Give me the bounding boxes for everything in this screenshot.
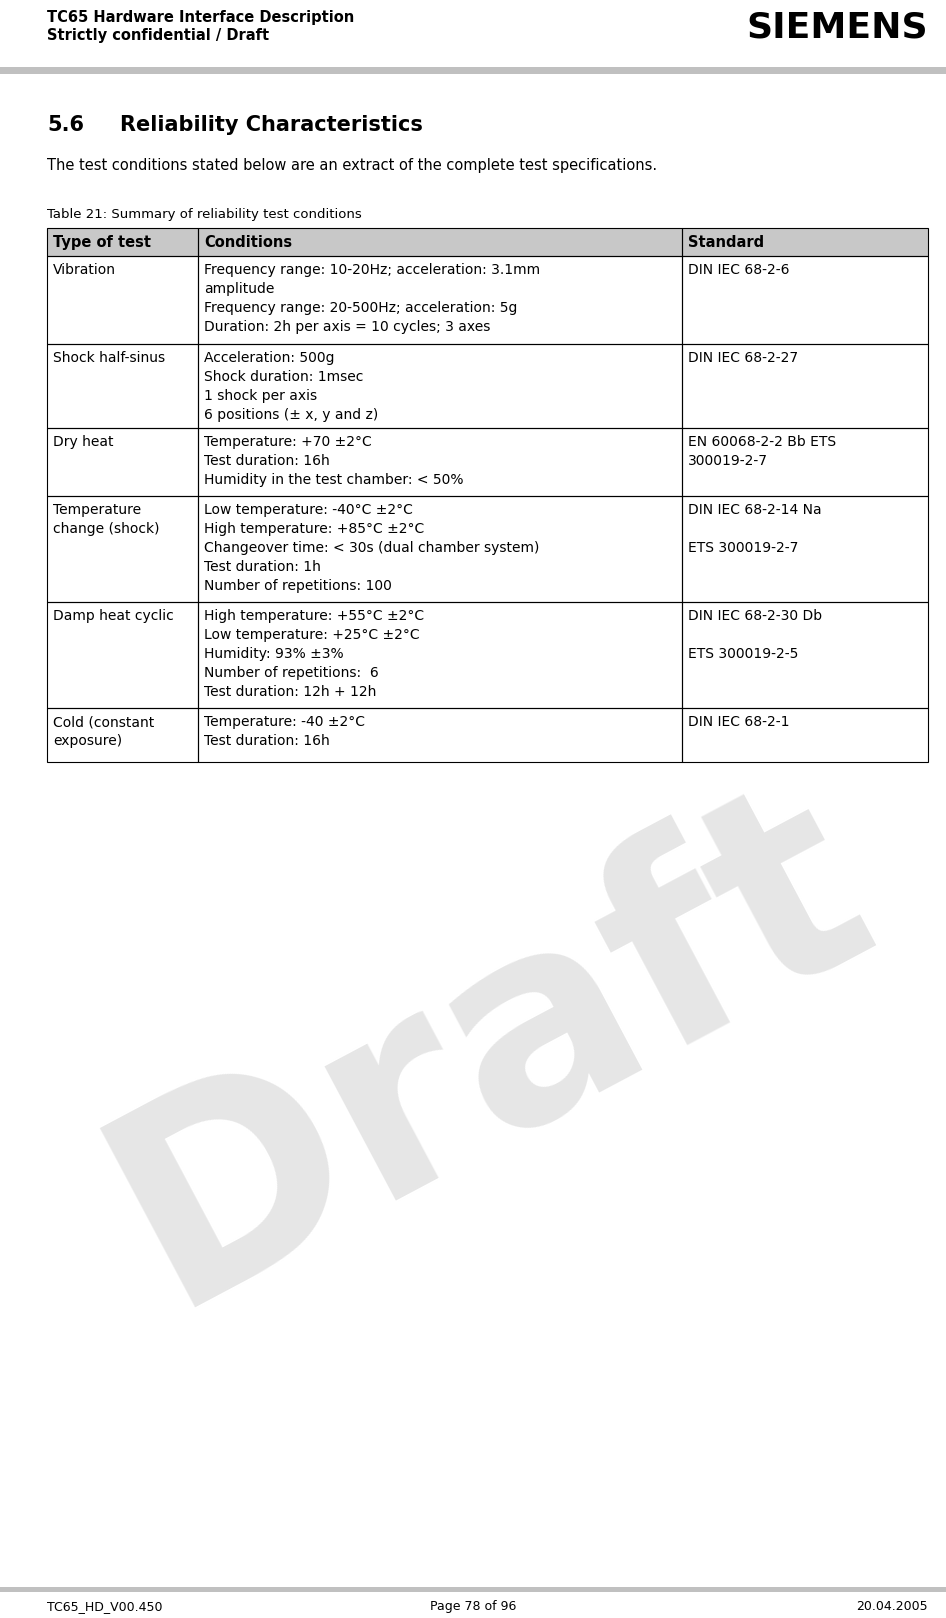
Bar (198, 602, 682, 709)
Bar (198, 709, 682, 762)
Bar (198, 709, 682, 762)
Text: Temperature
change (shock): Temperature change (shock) (53, 503, 160, 536)
Text: EN 60068-2-2 Bb ETS
300019-2-7: EN 60068-2-2 Bb ETS 300019-2-7 (688, 435, 836, 468)
Bar (682, 256, 928, 345)
Bar (0, 66, 946, 74)
Bar (47, 709, 198, 762)
Bar (47, 228, 198, 256)
Bar (47, 429, 198, 497)
Bar (47, 256, 198, 345)
Text: Dry heat: Dry heat (53, 435, 114, 450)
Text: Standard: Standard (688, 235, 764, 251)
Bar (682, 497, 928, 602)
Text: DIN IEC 68-2-14 Na

ETS 300019-2-7: DIN IEC 68-2-14 Na ETS 300019-2-7 (688, 503, 822, 555)
Bar (47, 497, 198, 602)
Bar (682, 345, 928, 429)
Bar (198, 497, 682, 602)
Text: TC65 Hardware Interface Description: TC65 Hardware Interface Description (47, 10, 354, 24)
Text: Conditions: Conditions (204, 235, 292, 251)
Bar (682, 497, 928, 602)
Text: DIN IEC 68-2-1: DIN IEC 68-2-1 (688, 715, 790, 730)
Text: Acceleration: 500g
Shock duration: 1msec
1 shock per axis
6 positions (± x, y an: Acceleration: 500g Shock duration: 1msec… (204, 351, 378, 422)
Bar (682, 709, 928, 762)
Text: Vibration: Vibration (53, 264, 116, 277)
Bar (47, 256, 198, 345)
Text: Frequency range: 10-20Hz; acceleration: 3.1mm
amplitude
Frequency range: 20-500H: Frequency range: 10-20Hz; acceleration: … (204, 264, 540, 333)
Bar (682, 345, 928, 429)
Text: Shock half-sinus: Shock half-sinus (53, 351, 166, 366)
Text: Page 78 of 96: Page 78 of 96 (429, 1600, 517, 1613)
Bar (47, 429, 198, 497)
Bar (682, 228, 928, 256)
Text: Temperature: -40 ±2°C
Test duration: 16h: Temperature: -40 ±2°C Test duration: 16h (204, 715, 365, 748)
Text: DIN IEC 68-2-6: DIN IEC 68-2-6 (688, 264, 790, 277)
Text: Cold (constant
exposure): Cold (constant exposure) (53, 715, 154, 748)
Bar (682, 602, 928, 709)
Bar (198, 256, 682, 345)
Bar (198, 228, 682, 256)
Bar (682, 228, 928, 256)
Text: Draft: Draft (70, 741, 910, 1359)
Bar (682, 429, 928, 497)
Bar (47, 602, 198, 709)
Bar (47, 497, 198, 602)
Text: Reliability Characteristics: Reliability Characteristics (120, 115, 423, 134)
Bar (198, 429, 682, 497)
Bar (198, 345, 682, 429)
Bar (198, 429, 682, 497)
Text: Damp heat cyclic: Damp heat cyclic (53, 608, 174, 623)
Bar (682, 429, 928, 497)
Bar (198, 345, 682, 429)
Text: 5.6: 5.6 (47, 115, 84, 134)
Bar (47, 345, 198, 429)
Bar (198, 256, 682, 345)
Text: The test conditions stated below are an extract of the complete test specificati: The test conditions stated below are an … (47, 159, 657, 173)
Text: SIEMENS: SIEMENS (746, 10, 928, 44)
Bar (198, 497, 682, 602)
Text: Table 21: Summary of reliability test conditions: Table 21: Summary of reliability test co… (47, 209, 361, 222)
Text: High temperature: +55°C ±2°C
Low temperature: +25°C ±2°C
Humidity: 93% ±3%
Numbe: High temperature: +55°C ±2°C Low tempera… (204, 608, 424, 699)
Bar (682, 709, 928, 762)
Text: Type of test: Type of test (53, 235, 151, 251)
Text: DIN IEC 68-2-30 Db

ETS 300019-2-5: DIN IEC 68-2-30 Db ETS 300019-2-5 (688, 608, 822, 660)
Text: Low temperature: -40°C ±2°C
High temperature: +85°C ±2°C
Changeover time: < 30s : Low temperature: -40°C ±2°C High tempera… (204, 503, 539, 592)
Text: Strictly confidential / Draft: Strictly confidential / Draft (47, 28, 269, 44)
Text: DIN IEC 68-2-27: DIN IEC 68-2-27 (688, 351, 798, 366)
Bar (47, 709, 198, 762)
Text: TC65_HD_V00.450: TC65_HD_V00.450 (47, 1600, 163, 1613)
Bar (198, 602, 682, 709)
Text: Temperature: +70 ±2°C
Test duration: 16h
Humidity in the test chamber: < 50%: Temperature: +70 ±2°C Test duration: 16h… (204, 435, 464, 487)
Bar (47, 345, 198, 429)
Bar (198, 228, 682, 256)
Bar (47, 228, 198, 256)
Text: 20.04.2005: 20.04.2005 (856, 1600, 928, 1613)
Bar (47, 602, 198, 709)
Bar (682, 256, 928, 345)
Bar (0, 1587, 946, 1592)
Bar (682, 602, 928, 709)
